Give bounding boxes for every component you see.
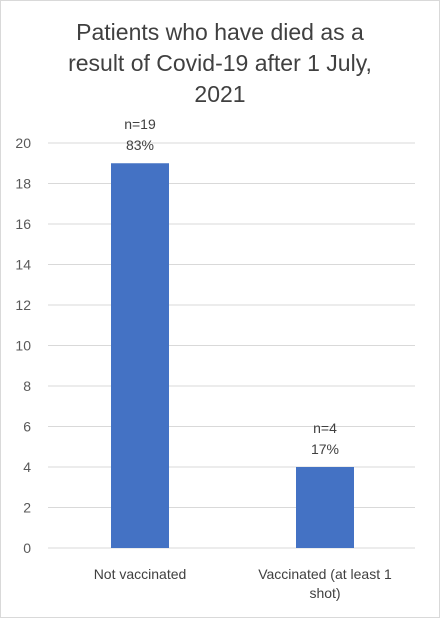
y-tick-label: 4: [23, 459, 31, 475]
bar-not-vaccinated: [111, 163, 169, 548]
y-tick-label: 0: [23, 540, 31, 556]
y-tick-label: 2: [23, 500, 31, 516]
chart-title-line-2: result of Covid-19 after 1 July,: [68, 50, 372, 76]
x-tick-label-vaccinated: Vaccinated (at least 1 shot): [245, 565, 405, 603]
y-tick-label: 18: [15, 176, 31, 192]
chart-title-line-1: Patients who have died as a: [76, 19, 364, 45]
y-tick-label: 14: [15, 257, 31, 273]
data-label-not-vaccinated: n=19 83%: [100, 114, 180, 156]
data-label-percent: 83%: [125, 137, 155, 153]
data-label-count: n=4: [313, 420, 337, 436]
y-tick-label: 20: [15, 135, 31, 151]
y-tick-label: 8: [23, 378, 31, 394]
x-tick-label-line: Vaccinated (at least 1: [258, 566, 392, 582]
y-tick-label: 12: [15, 297, 31, 313]
y-tick-label: 10: [15, 338, 31, 354]
chart-title-line-3: 2021: [194, 81, 246, 107]
y-tick-label: 16: [15, 216, 31, 232]
chart-title: Patients who have died as a result of Co…: [20, 17, 420, 110]
data-label-percent: 17%: [310, 441, 340, 457]
y-tick-label: 6: [23, 419, 31, 435]
x-tick-label-line: Not vaccinated: [93, 566, 187, 582]
x-tick-label-line: shot): [309, 585, 341, 601]
bar-vaccinated: [296, 467, 354, 548]
data-label-count: n=19: [124, 116, 156, 132]
data-label-vaccinated: n=4 17%: [285, 418, 365, 460]
x-tick-label-not-vaccinated: Not vaccinated: [60, 565, 220, 584]
